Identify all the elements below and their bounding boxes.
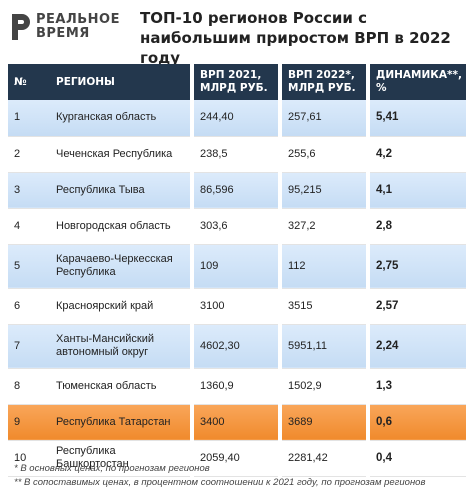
grp-2021-cell: 3400 (190, 404, 280, 441)
table-row: 8 Тюменская область 1360,9 1502,9 1,3 (8, 368, 466, 405)
grp-2021-cell: 1360,9 (190, 368, 280, 405)
footnote-2: ** В сопоставимых ценах, в процентном со… (14, 477, 426, 488)
dynamics-cell: 2,57 (366, 288, 466, 325)
col-header-dynamics: Динамика**, % (366, 64, 466, 100)
dynamics-cell: 4,1 (366, 172, 466, 209)
dynamics-cell: 2,75 (366, 244, 466, 289)
region-name-cell: Карачаево-Черкесская Республика (50, 244, 192, 289)
row-number-cell: 9 (8, 404, 50, 441)
grp-2022-cell: 1502,9 (278, 368, 368, 405)
region-name-cell: Тюменская область (50, 368, 192, 405)
table-body: 1 Курганская область 244,40 257,61 5,41 2 Чече… (8, 100, 466, 477)
row-number-cell: 2 (8, 136, 50, 173)
grp-2021-cell: 109 (190, 244, 280, 289)
footnote-1: * В основных ценах, по прогнозам регионо… (14, 463, 210, 474)
dynamics-cell: 2,24 (366, 324, 466, 369)
table-header-row: № Регионы ВРП 2021, млрд руб. ВРП 2022*,… (8, 64, 466, 100)
dynamics-cell: 4,2 (366, 136, 466, 173)
grp-2022-cell: 3689 (278, 404, 368, 441)
dynamics-cell: 2,8 (366, 208, 466, 245)
region-name-cell: Новгородская область (50, 208, 192, 245)
brand-line-2: ВРЕМЯ (36, 26, 90, 41)
table-row: 4 Новгородская область 303,6 327,2 2,8 (8, 208, 466, 245)
table-row: 3 Республика Тыва 86,596 95,215 4,1 (8, 172, 466, 209)
row-number-cell: 3 (8, 172, 50, 209)
region-name-cell: Республика Башкортостан (50, 440, 192, 477)
table-row: 6 Красноярский край 3100 3515 2,57 (8, 288, 466, 325)
region-name-cell: Чеченская Республика (50, 136, 192, 173)
region-name-cell: Красноярский край (50, 288, 192, 325)
regions-table: № Регионы ВРП 2021, млрд руб. ВРП 2022*,… (8, 64, 466, 477)
brand-logo: РЕАЛЬНОЕ ВРЕМЯ (10, 12, 120, 46)
col-header-grp-2021: ВРП 2021, млрд руб. (190, 64, 280, 100)
dynamics-cell: 0,6 (366, 404, 466, 441)
grp-2021-cell: 303,6 (190, 208, 280, 245)
page-title: ТОП-10 регионов России с наибольшим прир… (140, 9, 451, 67)
table-row: 5 Карачаево-Черкесская Республика 109 112 2,… (8, 244, 466, 289)
grp-2021-cell: 4602,30 (190, 324, 280, 369)
region-name-cell: Ханты-Мансийский автономный округ (50, 324, 192, 369)
col-header-grp-2022: ВРП 2022*, млрд руб. (278, 64, 368, 100)
grp-2022-cell: 5951,11 (278, 324, 368, 369)
header: РЕАЛЬНОЕ ВРЕМЯ ТОП-10 регионов России с … (0, 0, 474, 67)
row-number-cell: 7 (8, 324, 50, 369)
brand-line-1: РЕАЛЬНОЕ (36, 12, 120, 27)
region-name-cell: Республика Татарстан (50, 404, 192, 441)
dynamics-cell: 5,41 (366, 100, 466, 137)
table-row: 10 Республика Башкортостан 2059,40 2281,42 0… (8, 440, 466, 477)
table-row: 9 Республика Татарстан 3400 3689 0,6 (8, 404, 466, 441)
grp-2022-cell: 2281,42 (278, 440, 368, 477)
row-number-cell: 6 (8, 288, 50, 325)
grp-2022-cell: 257,61 (278, 100, 368, 137)
grp-2021-cell: 238,5 (190, 136, 280, 173)
grp-2021-cell: 2059,40 (190, 440, 280, 477)
brand-name: РЕАЛЬНОЕ ВРЕМЯ (36, 13, 120, 41)
grp-2021-cell: 3100 (190, 288, 280, 325)
grp-2022-cell: 3515 (278, 288, 368, 325)
row-number-cell: 8 (8, 368, 50, 405)
grp-2022-cell: 255,6 (278, 136, 368, 173)
row-number-cell: 1 (8, 100, 50, 137)
dynamics-cell: 1,3 (366, 368, 466, 405)
col-header-region: Регионы (50, 64, 192, 100)
table-row: 7 Ханты-Мансийский автономный округ 4602,3… (8, 324, 466, 369)
row-number-cell: 10 (8, 440, 50, 477)
grp-2022-cell: 112 (278, 244, 368, 289)
col-header-number: № (8, 64, 50, 100)
realnoe-vremya-logo-icon (12, 14, 30, 40)
grp-2021-cell: 244,40 (190, 100, 280, 137)
row-number-cell: 4 (8, 208, 50, 245)
table-row: 1 Курганская область 244,40 257,61 5,41 (8, 100, 466, 137)
table-row: 2 Чеченская Республика 238,5 255,6 4,2 (8, 136, 466, 173)
grp-2022-cell: 95,215 (278, 172, 368, 209)
footnotes: * В основных ценах, по прогнозам регионо… (14, 462, 464, 490)
region-name-cell: Курганская область (50, 100, 192, 137)
grp-2022-cell: 327,2 (278, 208, 368, 245)
row-number-cell: 5 (8, 244, 50, 289)
region-name-cell: Республика Тыва (50, 172, 192, 209)
grp-2021-cell: 86,596 (190, 172, 280, 209)
dynamics-cell: 0,4 (366, 440, 466, 477)
